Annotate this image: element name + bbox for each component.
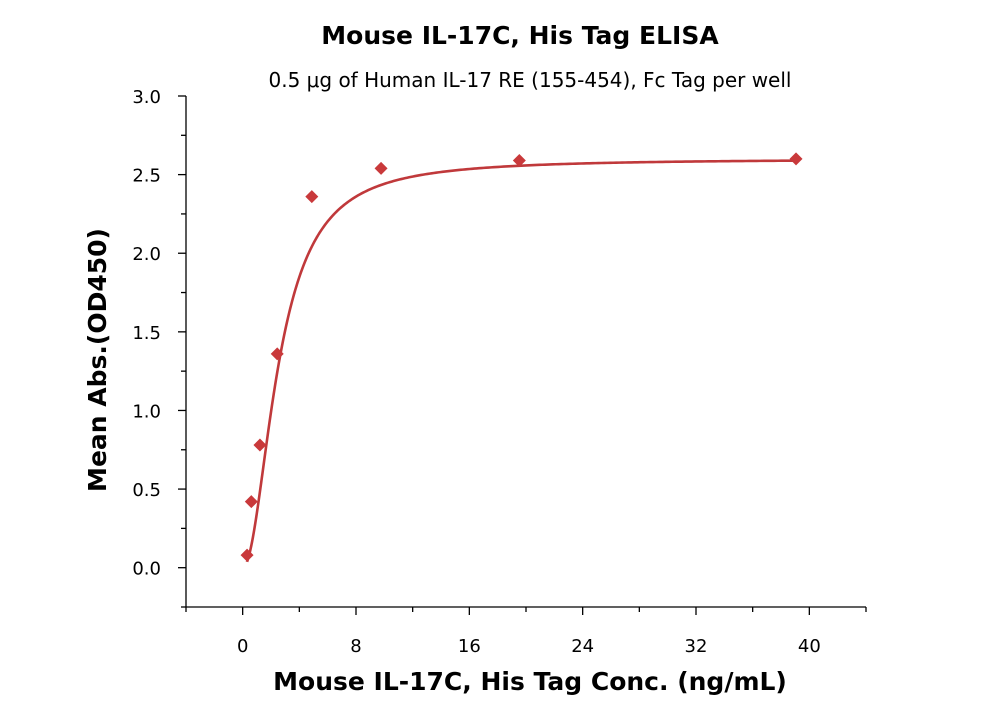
x-axis-ticks: 0 8 16 24 32 40 [185,607,867,657]
y-tick-label: 3.0 [132,87,161,108]
chart-subtitle: 0.5 μg of Human IL-17 RE (155-454), Fc T… [269,68,792,92]
x-tick-label: 0 [237,636,248,657]
x-tick-label: 16 [458,636,481,657]
data-point [305,190,319,204]
y-tick-label: 2.0 [132,244,161,265]
y-tick-label: 0.5 [132,480,161,501]
data-point [253,438,267,452]
y-axis-label: Mean Abs.(OD450) [83,228,112,492]
fit-curve-layer [245,159,797,563]
data-point [789,152,803,166]
x-tick-label: 32 [685,636,708,657]
data-point [240,548,254,562]
x-tick-label: 8 [350,636,361,657]
data-point [374,161,388,175]
chart-title: Mouse IL-17C, His Tag ELISA [321,21,719,50]
data-points [240,152,803,562]
x-axis-label: Mouse IL-17C, His Tag Conc. (ng/mL) [273,667,787,696]
data-point [512,153,526,167]
fit-curve [245,159,797,563]
x-tick-label: 24 [571,636,594,657]
y-tick-label: 1.5 [132,323,161,344]
data-point [270,347,284,361]
data-point [244,495,258,509]
plot-axes [185,96,866,608]
y-axis-ticks: 0.0 0.5 1.0 1.5 2.0 2.5 3.0 [132,87,186,608]
y-tick-label: 1.0 [132,401,161,422]
y-tick-label: 0.0 [132,559,161,580]
y-tick-label: 2.5 [132,166,161,187]
x-tick-label: 40 [798,636,821,657]
